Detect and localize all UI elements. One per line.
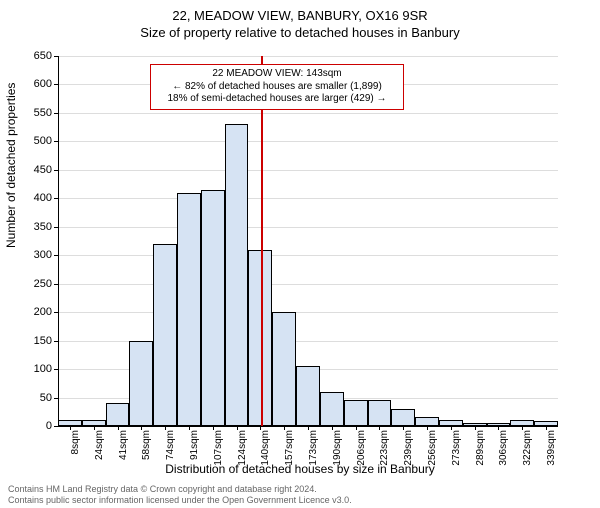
histogram-chart: 0501001502002503003504004505005506006508… [58,56,558,426]
ytick-label: 400 [34,192,52,204]
histogram-bar [153,244,177,426]
annotation-line2: ← 82% of detached houses are smaller (1,… [157,81,397,94]
ytick-label: 0 [46,420,52,432]
xtick-label: 58sqm [141,430,152,460]
xtick-label: 74sqm [165,430,176,460]
gridline [58,312,558,313]
histogram-bar [391,409,415,426]
footer-line1: Contains HM Land Registry data © Crown c… [8,484,352,495]
ytick-label: 100 [34,363,52,375]
ytick-label: 50 [40,392,52,404]
footer-line2: Contains public sector information licen… [8,495,352,506]
ytick-label: 500 [34,135,52,147]
y-axis-label: Number of detached properties [4,83,18,248]
xtick-label: 173sqm [308,430,319,466]
x-axis-label: Distribution of detached houses by size … [0,462,600,476]
xtick-label: 107sqm [213,430,224,466]
xtick-label: 273sqm [451,430,462,466]
ytick-label: 250 [34,278,52,290]
histogram-bar [272,312,296,426]
reference-line [261,56,263,426]
xtick-label: 339sqm [546,430,557,466]
xtick-label: 140sqm [260,430,271,466]
annotation-box: 22 MEADOW VIEW: 143sqm← 82% of detached … [150,64,404,110]
gridline [58,255,558,256]
gridline [58,56,558,57]
xtick-label: 289sqm [475,430,486,466]
histogram-bar [296,366,320,426]
xtick-label: 223sqm [379,430,390,466]
histogram-bar [106,403,130,426]
ytick-label: 550 [34,107,52,119]
histogram-bar [344,400,368,426]
gridline [58,198,558,199]
xtick-label: 91sqm [189,430,200,460]
title-sub: Size of property relative to detached ho… [0,25,600,40]
xtick-label: 306sqm [498,430,509,466]
gridline [58,284,558,285]
ytick-label: 300 [34,249,52,261]
histogram-bar [225,124,249,426]
ytick-label: 200 [34,306,52,318]
xtick-label: 239sqm [403,430,414,466]
xtick-label: 206sqm [356,430,367,466]
histogram-bar [320,392,344,426]
xtick-label: 256sqm [427,430,438,466]
xtick-label: 190sqm [332,430,343,466]
xtick-label: 41sqm [118,430,129,460]
xtick-label: 24sqm [94,430,105,460]
xtick-label: 124sqm [237,430,248,466]
gridline [58,170,558,171]
footer-attribution: Contains HM Land Registry data © Crown c… [8,484,352,507]
annotation-line1: 22 MEADOW VIEW: 143sqm [157,68,397,81]
histogram-bar [368,400,392,426]
xtick-label: 8sqm [70,430,81,454]
histogram-bar [129,341,153,426]
ytick-label: 150 [34,335,52,347]
histogram-bar [415,417,439,426]
xtick-label: 157sqm [284,430,295,466]
ytick-label: 450 [34,164,52,176]
gridline [58,227,558,228]
annotation-line3: 18% of semi-detached houses are larger (… [157,93,397,106]
gridline [58,113,558,114]
histogram-bar [201,190,225,426]
title-main: 22, MEADOW VIEW, BANBURY, OX16 9SR [0,8,600,23]
gridline [58,141,558,142]
ytick-label: 350 [34,221,52,233]
xtick-label: 322sqm [522,430,533,466]
histogram-bar [177,193,201,426]
ytick-label: 650 [34,50,52,62]
ytick-label: 600 [34,78,52,90]
